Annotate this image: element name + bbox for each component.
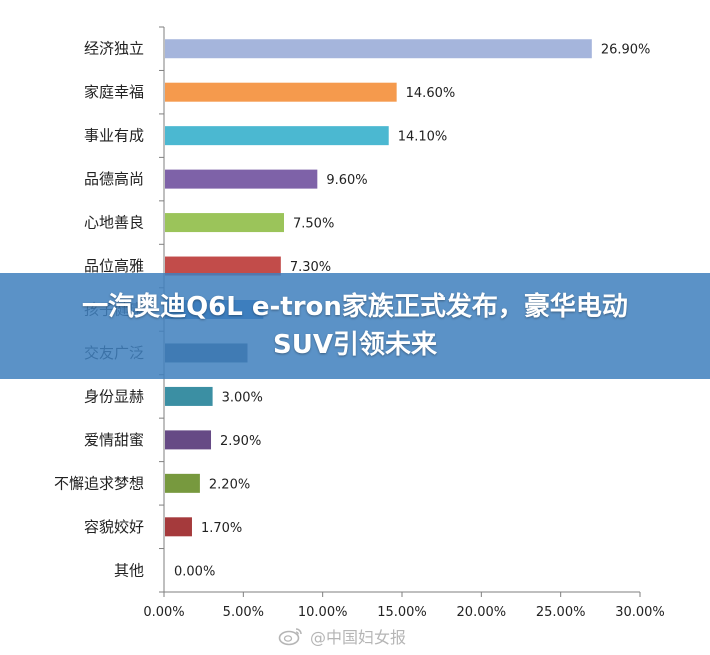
x-tick-label: 15.00% [377, 605, 427, 620]
bar [165, 169, 318, 189]
data-label: 14.60% [406, 86, 456, 101]
category-label: 容貌姣好 [84, 518, 144, 536]
headline-banner: 一汽奥迪Q6L e-tron家族正式发布，豪华电动SUV引领未来 [0, 273, 710, 379]
data-label: 1.70% [201, 521, 242, 536]
category-label: 品位高雅 [84, 257, 144, 275]
data-label: 7.50% [293, 217, 334, 232]
data-label: 3.00% [222, 390, 263, 405]
watermark-text: @中国妇女报 [310, 628, 407, 647]
bar [165, 473, 200, 493]
x-tick-label: 20.00% [457, 605, 507, 620]
category-label: 爱情甜蜜 [84, 431, 144, 449]
bar [165, 39, 592, 59]
category-label: 事业有成 [84, 127, 144, 145]
bar [165, 126, 389, 146]
bar [165, 517, 192, 537]
bar [165, 430, 212, 450]
x-tick-label: 25.00% [536, 605, 586, 620]
data-label: 7.30% [290, 260, 331, 275]
data-label: 2.90% [220, 434, 261, 449]
category-label: 家庭幸福 [84, 83, 144, 101]
data-label: 14.10% [398, 130, 448, 145]
category-label: 其他 [114, 561, 144, 579]
category-label: 心地善良 [84, 214, 144, 232]
data-label: 26.90% [601, 43, 651, 58]
category-label: 品德高尚 [84, 170, 144, 188]
bar [165, 82, 397, 102]
watermark: @中国妇女报 [278, 624, 406, 648]
category-label: 身份显赫 [84, 387, 144, 405]
bar [165, 256, 281, 276]
data-label: 0.00% [174, 564, 215, 579]
category-label: 经济独立 [84, 40, 144, 58]
x-tick-label: 10.00% [298, 605, 348, 620]
category-label: 不懈追求梦想 [54, 474, 144, 492]
data-label: 2.20% [209, 477, 250, 492]
data-label: 9.60% [326, 173, 367, 188]
x-tick-label: 0.00% [143, 605, 184, 620]
headline-text: 一汽奥迪Q6L e-tron家族正式发布，豪华电动SUV引领未来 [82, 292, 628, 360]
x-tick-label: 30.00% [615, 605, 665, 620]
bar [165, 386, 213, 406]
x-tick-label: 5.00% [223, 605, 264, 620]
bar [165, 213, 284, 233]
weibo-icon [278, 628, 302, 646]
